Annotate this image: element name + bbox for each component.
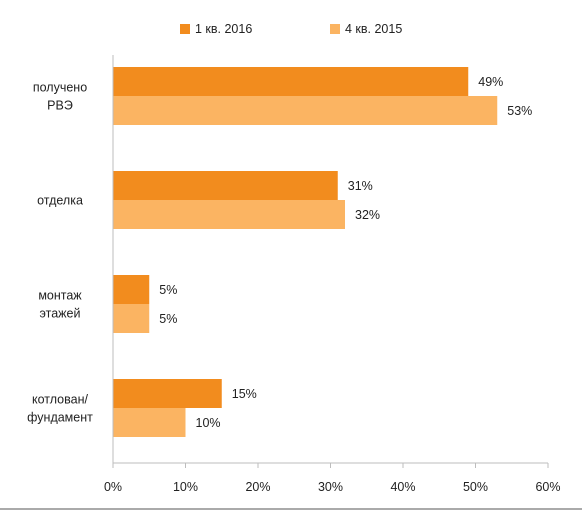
category-label-1-line-2: РВЭ [47, 99, 73, 113]
category-label-2-line-1: отделка [37, 194, 83, 208]
category-label-1-line-1: получено [33, 81, 87, 95]
bar-series-2-cat-1 [113, 96, 498, 125]
data-label-series-1-cat-4: 15% [232, 387, 257, 401]
legend-label-2: 4 кв. 2015 [345, 22, 402, 36]
bars [113, 67, 498, 437]
data-label-series-2-cat-3: 5% [159, 312, 177, 326]
bar-series-1-cat-1 [113, 67, 469, 96]
x-tick-label-2: 10% [173, 480, 198, 494]
x-axis: 0% 10% 20% 30% 40% 50% 60% [104, 55, 561, 494]
bar-series-2-cat-4 [113, 408, 186, 437]
bar-series-1-cat-2 [113, 171, 338, 200]
category-labels: получено РВЭ отделка монтаж этажей котлован/ф… [27, 81, 93, 425]
data-label-series-2-cat-2: 32% [355, 208, 380, 222]
data-label-series-2-cat-1: 53% [507, 104, 532, 118]
bar-series-1-cat-3 [113, 275, 150, 304]
bar-series-2-cat-3 [113, 304, 150, 333]
data-label-series-1-cat-1: 49% [478, 75, 503, 89]
category-label-3-line-1: монтаж [38, 289, 82, 303]
data-label-series-1-cat-3: 5% [159, 283, 177, 297]
x-tick-label-1: 0% [104, 480, 122, 494]
bar-series-1-cat-4 [113, 379, 222, 408]
category-label-3-line-2: этажей [40, 307, 81, 321]
x-tick-label-6: 50% [463, 480, 488, 494]
legend-label-1: 1 кв. 2016 [195, 22, 252, 36]
legend-swatch-1 [180, 24, 190, 34]
legend: 1 кв. 2016 4 кв. 2015 [180, 22, 402, 36]
data-label-series-2-cat-4: 10% [196, 416, 221, 430]
bar-series-2-cat-2 [113, 200, 345, 229]
x-tick-label-7: 60% [535, 480, 560, 494]
data-label-series-1-cat-2: 31% [348, 179, 373, 193]
category-label-4-line-2: фундамент [27, 411, 93, 425]
x-tick-label-4: 30% [318, 480, 343, 494]
data-labels: 49% 53% 31% 32% 5% 5% 15% 10% [159, 75, 532, 430]
x-tick-label-3: 20% [245, 480, 270, 494]
category-label-4-line-1: котлован/ [32, 393, 88, 407]
legend-swatch-2 [330, 24, 340, 34]
x-tick-label-5: 40% [390, 480, 415, 494]
